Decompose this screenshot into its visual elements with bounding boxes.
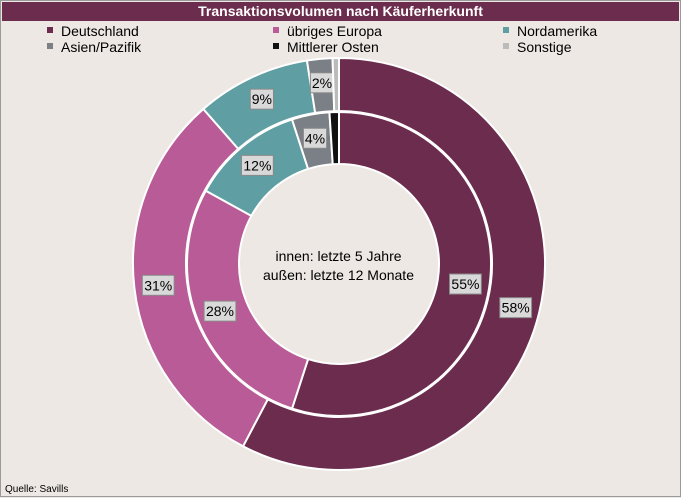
legend-label-deutschland: Deutschland: [61, 23, 139, 39]
chart-title: Transaktionsvolumen nach Käuferherkunft: [2, 2, 679, 21]
legend-label-nordamerika: Nordamerika: [517, 23, 598, 39]
legend-item-sonstige: Sonstige: [503, 39, 571, 55]
legend-item-nordamerika: Nordamerika: [503, 23, 597, 39]
outer-label-text-uebriges-europa: 31%: [144, 277, 172, 293]
legend-swatch-uebriges-europa: [273, 27, 279, 34]
legend: Deutschland übriges Europa Nordamerika A…: [1, 21, 681, 55]
inner-label-nordamerika: 12%: [241, 154, 274, 176]
inner-label-box-deutschland: [449, 273, 482, 295]
outer-label-text-deutschland: 58%: [502, 300, 530, 316]
outer-slice-sonstige: [331, 56, 340, 113]
legend-item-deutschland: Deutschland: [47, 23, 139, 39]
legend-label-mittlerer-osten: Mittlerer Osten: [287, 39, 379, 55]
legend-item-mittlerer-osten: Mittlerer Osten: [273, 39, 379, 55]
outer-label-deutschland: 58%: [499, 297, 533, 319]
inner-label-text-deutschland: 55%: [451, 276, 479, 292]
inner-label-text-uebriges-europa: 28%: [206, 303, 234, 319]
inner-slice-mittlerer-osten: [328, 110, 340, 166]
legend-item-uebriges-europa: übriges Europa: [273, 23, 382, 39]
legend-label-sonstige: Sonstige: [517, 39, 572, 55]
outer-label-nordamerika: 9%: [249, 88, 274, 110]
legend-label-asien-pazifik: Asien/Pazifik: [61, 39, 142, 55]
outer-label-uebriges-europa: 31%: [141, 274, 175, 296]
center-text: innen: letzte 5 Jahre außen: letzte 12 M…: [231, 247, 446, 285]
inner-slice-uebriges-europa: [186, 189, 310, 410]
legend-swatch-asien-pazifik: [47, 43, 53, 50]
legend-swatch-deutschland: [47, 27, 53, 34]
inner-label-text-nordamerika: 12%: [243, 157, 271, 173]
source-note: Quelle: Savills: [5, 484, 69, 495]
inner-label-box-nordamerika: [241, 154, 274, 176]
inner-label-asien-pazifik: 4%: [302, 127, 328, 149]
legend-swatch-mittlerer-osten: [273, 43, 279, 50]
center-text-outer: außen: letzte 12 Monate: [263, 267, 414, 283]
inner-label-uebriges-europa: 28%: [203, 300, 237, 322]
inner-label-box-uebriges-europa: [203, 300, 237, 322]
inner-label-deutschland: 55%: [449, 273, 482, 295]
center-text-inner: innen: letzte 5 Jahre: [275, 248, 402, 264]
inner-label-box-asien-pazifik: [302, 127, 328, 149]
outer-label-asien-pazifik: 2%: [309, 72, 335, 94]
legend-item-asien-pazifik: Asien/Pazifik: [47, 39, 141, 55]
outer-label-text-nordamerika: 9%: [252, 91, 272, 107]
legend-swatch-sonstige: [503, 43, 509, 50]
outer-label-text-asien-pazifik: 2%: [312, 75, 332, 91]
outer-label-box-uebriges-europa: [141, 274, 175, 296]
inner-slice-deutschland: [290, 110, 492, 417]
legend-label-uebriges-europa: übriges Europa: [287, 23, 382, 39]
inner-label-text-asien-pazifik: 4%: [305, 130, 325, 146]
legend-swatch-nordamerika: [503, 27, 509, 34]
outer-label-box-deutschland: [499, 297, 533, 319]
outer-label-box-nordamerika: [249, 88, 274, 110]
